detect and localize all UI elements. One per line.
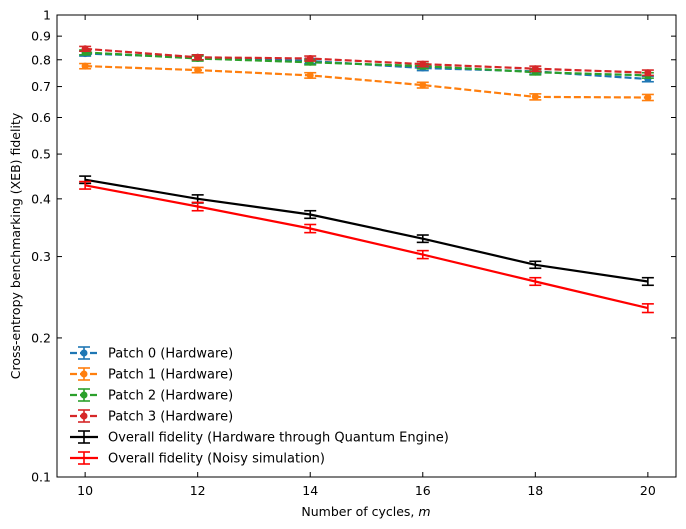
legend-item-0: Patch 0 (Hardware): [70, 346, 233, 362]
x-ticks: 10 12 14 16 18 20: [77, 15, 656, 498]
y-tick-label: 0.4: [31, 191, 51, 206]
series-line: [85, 51, 648, 77]
data-point: [644, 69, 652, 77]
x-tick-label: 20: [640, 483, 656, 498]
y-tick-label: 0.5: [31, 147, 51, 162]
legend-item-3: Patch 3 (Hardware): [70, 409, 233, 425]
y-tick-label: 0.1: [31, 470, 51, 485]
series-line: [85, 65, 648, 99]
series-line: [84, 178, 649, 283]
series-group: [79, 45, 654, 314]
legend-item-1: Patch 1 (Hardware): [70, 367, 233, 383]
y-ticks: 0.1 0.2 0.3 0.4 0.5 0.6 0.7 0.8 0.9 1: [31, 8, 676, 485]
data-point: [306, 55, 314, 63]
legend: Patch 0 (Hardware) Patch 1 (Hardware) Patc…: [70, 346, 449, 467]
y-tick-label: 0.8: [31, 52, 51, 67]
x-tick-label: 10: [77, 483, 93, 498]
x-axis-label: Number of cycles, m: [301, 504, 430, 519]
legend-item-5: Overall fidelity (Noisy simulation): [70, 451, 325, 467]
x-axis-label-text: Number of cycles,: [301, 504, 414, 519]
x-tick-label: 16: [415, 483, 431, 498]
x-tick-label: 14: [302, 483, 318, 498]
x-axis-label-var: m: [418, 504, 430, 519]
legend-label: Overall fidelity (Noisy simulation): [108, 452, 325, 467]
legend-swatch-marker: [80, 370, 88, 378]
legend-label: Patch 1 (Hardware): [108, 368, 233, 383]
legend-swatch-marker: [80, 349, 88, 357]
data-point: [531, 93, 539, 101]
legend-swatch-marker: [80, 391, 88, 399]
series-3: [79, 45, 654, 77]
y-tick-label: 0.3: [31, 249, 51, 264]
y-tick-label: 0.2: [31, 330, 51, 345]
legend-label: Patch 2 (Hardware): [108, 389, 233, 404]
data-point: [194, 53, 202, 61]
series-5: [79, 180, 654, 314]
y-tick-label: 0.7: [31, 79, 51, 94]
legend-item-4: Overall fidelity (Hardware through Quant…: [70, 430, 449, 446]
data-point: [419, 60, 427, 68]
data-point: [81, 45, 89, 53]
y-axis-label: Cross-entropy benchmarking (XEB) fidelit…: [8, 112, 23, 379]
x-tick-label: 12: [190, 483, 206, 498]
series-line: [84, 184, 649, 310]
legend-label: Patch 3 (Hardware): [108, 410, 233, 425]
y-tick-label: 1: [43, 8, 51, 23]
data-point: [644, 93, 652, 101]
legend-label: Overall fidelity (Hardware through Quant…: [108, 431, 449, 446]
series-4: [79, 175, 654, 287]
data-point: [81, 62, 89, 70]
legend-item-2: Patch 2 (Hardware): [70, 388, 233, 404]
legend-swatch-marker: [80, 412, 88, 420]
data-point: [419, 81, 427, 89]
y-tick-label: 0.9: [31, 29, 51, 44]
data-point: [194, 66, 202, 74]
data-point: [531, 65, 539, 73]
legend-label: Patch 0 (Hardware): [108, 347, 233, 362]
series-line: [85, 47, 648, 74]
series-1: [79, 62, 654, 102]
data-point: [306, 71, 314, 79]
y-tick-label: 0.6: [31, 110, 51, 125]
plot-frame: [56, 14, 677, 478]
x-tick-label: 18: [527, 483, 543, 498]
